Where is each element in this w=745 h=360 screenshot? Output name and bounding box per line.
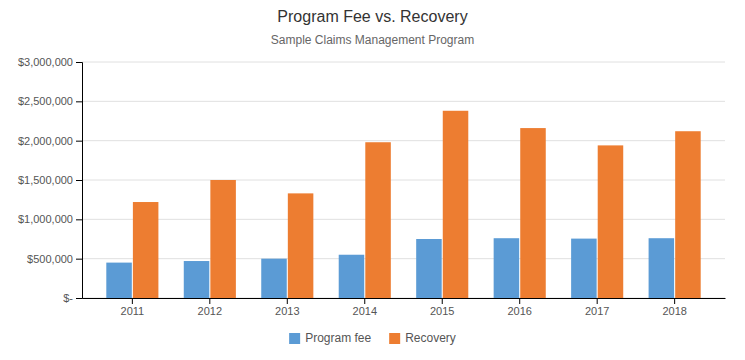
y-tick-mark [76, 141, 82, 142]
y-tick-label: $- [63, 292, 73, 304]
y-tick: $1,000,000 [18, 213, 82, 225]
y-tick-label: $2,500,000 [18, 95, 73, 107]
chart: Program Fee vs. Recovery Sample Claims Ma… [0, 0, 745, 360]
x-tick-label: 2016 [507, 305, 531, 317]
x-axis: 2011 2012 2013 2014 2015 2016 2017 2018 [83, 298, 726, 317]
bar [133, 202, 159, 298]
y-axis: $- $500,000 $1,000,000 $1,500,000 $2,000,000… [18, 56, 83, 304]
x-tick: 2011 [121, 298, 145, 317]
y-tick: $500,000 [27, 253, 82, 265]
x-tick-label: 2013 [275, 305, 299, 317]
bar [184, 261, 210, 298]
x-tick-mark [597, 298, 598, 304]
y-tick-mark [76, 101, 82, 102]
x-tick: 2012 [198, 298, 222, 317]
bar [261, 259, 287, 298]
grid-line [82, 140, 725, 141]
x-tick: 2013 [275, 298, 299, 317]
bar [571, 239, 597, 298]
bar [443, 111, 469, 298]
bar [494, 238, 520, 298]
x-tick: 2016 [507, 298, 531, 317]
x-tick-label: 2014 [353, 305, 377, 317]
bar [339, 255, 365, 298]
grid-line [82, 219, 725, 220]
legend-label: Program fee [305, 331, 371, 345]
bar [106, 263, 132, 298]
plot: $- $500,000 $1,000,000 $1,500,000 $2,000,000… [18, 56, 726, 317]
legend-item: Recovery [389, 331, 456, 345]
x-tick-label: 2012 [198, 305, 222, 317]
x-tick-mark [519, 298, 520, 304]
bar [675, 131, 701, 298]
x-tick-mark [132, 298, 133, 304]
y-tick-mark [76, 219, 82, 220]
y-tick-label: $1,500,000 [18, 174, 73, 186]
x-axis-line [83, 298, 726, 299]
bar [598, 145, 624, 298]
grid-line [82, 101, 725, 102]
y-tick-mark [76, 298, 82, 299]
bars [106, 111, 700, 298]
x-tick-mark [287, 298, 288, 304]
x-tick: 2015 [430, 298, 454, 317]
subtitle: Sample Claims Management Program [271, 33, 474, 47]
grid [82, 62, 725, 298]
grid-line [82, 298, 725, 299]
legend-label: Recovery [405, 331, 456, 345]
y-axis-line [76, 63, 83, 299]
legend: Program fee Recovery [289, 331, 456, 345]
bar [649, 238, 675, 298]
bar [288, 193, 314, 298]
legend-swatch [289, 333, 300, 344]
y-tick-label: $1,000,000 [18, 213, 73, 225]
y-tick: $1,500,000 [18, 174, 82, 186]
bar [520, 128, 546, 298]
x-tick: 2018 [662, 298, 686, 317]
y-tick-mark [76, 259, 82, 260]
x-tick-label: 2011 [121, 305, 145, 317]
x-tick-label: 2017 [585, 305, 609, 317]
y-tick-label: $2,000,000 [18, 135, 73, 147]
x-tick-mark [442, 298, 443, 304]
title: Program Fee vs. Recovery [277, 8, 467, 25]
x-tick-mark [674, 298, 675, 304]
x-tick: 2017 [585, 298, 609, 317]
x-tick-mark [209, 298, 210, 304]
bar [365, 142, 391, 298]
y-tick-label: $3,000,000 [18, 56, 73, 68]
y-tick: $- [63, 292, 82, 304]
y-tick: $3,000,000 [18, 56, 82, 68]
bar [416, 239, 442, 298]
x-tick-label: 2018 [662, 305, 686, 317]
y-tick-mark [76, 62, 82, 63]
legend-item: Program fee [289, 331, 371, 345]
series [133, 111, 701, 298]
y-tick-label: $500,000 [27, 253, 73, 265]
y-tick: $2,000,000 [18, 135, 82, 147]
grid-line [82, 258, 725, 259]
y-tick: $2,500,000 [18, 95, 82, 107]
grid-line [82, 62, 725, 63]
x-tick-mark [364, 298, 365, 304]
bar [210, 180, 236, 298]
y-tick-mark [76, 180, 82, 181]
legend-swatch [389, 333, 400, 344]
x-tick: 2014 [353, 298, 377, 317]
grid-line [82, 180, 725, 181]
x-tick-label: 2015 [430, 305, 454, 317]
